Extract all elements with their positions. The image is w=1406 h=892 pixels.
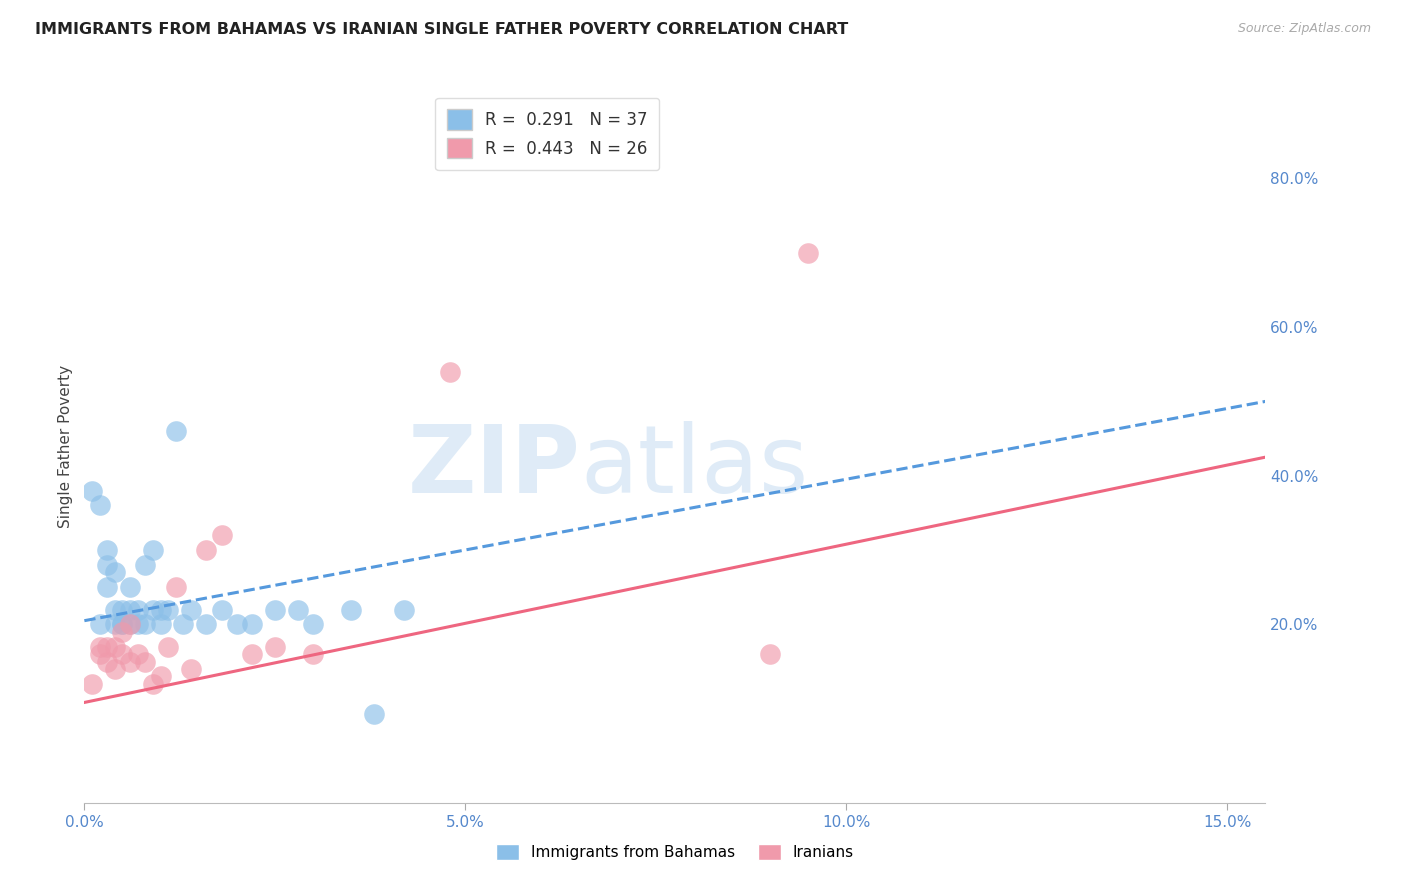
Point	[263, 602, 285, 616]
Point	[394, 602, 416, 616]
Point	[195, 617, 218, 632]
Point	[120, 617, 142, 632]
Point	[142, 602, 165, 616]
Point	[240, 617, 263, 632]
Point	[104, 662, 127, 676]
Point	[149, 602, 172, 616]
Point	[96, 580, 118, 594]
Point	[134, 558, 156, 572]
Point	[111, 617, 134, 632]
Point	[111, 624, 134, 639]
Point	[89, 499, 111, 513]
Point	[111, 647, 134, 661]
Point	[287, 602, 309, 616]
Point	[240, 647, 263, 661]
Point	[104, 640, 127, 654]
Point	[96, 543, 118, 558]
Point	[211, 602, 233, 616]
Point	[149, 669, 172, 683]
Point	[340, 602, 363, 616]
Text: atlas: atlas	[581, 421, 808, 514]
Point	[96, 640, 118, 654]
Point	[80, 677, 103, 691]
Point	[165, 580, 187, 594]
Point	[172, 617, 194, 632]
Point	[149, 617, 172, 632]
Point	[142, 677, 165, 691]
Point	[127, 617, 149, 632]
Point	[111, 617, 134, 632]
Point	[134, 655, 156, 669]
Point	[134, 617, 156, 632]
Point	[302, 617, 325, 632]
Point	[263, 640, 285, 654]
Point	[439, 365, 461, 379]
Point	[104, 602, 127, 616]
Point	[127, 647, 149, 661]
Point	[165, 424, 187, 438]
Point	[80, 483, 103, 498]
Point	[759, 647, 782, 661]
Point	[363, 706, 385, 721]
Point	[225, 617, 247, 632]
Point	[104, 617, 127, 632]
Point	[180, 602, 202, 616]
Point	[89, 647, 111, 661]
Point	[120, 655, 142, 669]
Text: ZIP: ZIP	[408, 421, 581, 514]
Point	[180, 662, 202, 676]
Point	[211, 528, 233, 542]
Text: Source: ZipAtlas.com: Source: ZipAtlas.com	[1237, 22, 1371, 36]
Point	[195, 543, 218, 558]
Point	[104, 566, 127, 580]
Text: IMMIGRANTS FROM BAHAMAS VS IRANIAN SINGLE FATHER POVERTY CORRELATION CHART: IMMIGRANTS FROM BAHAMAS VS IRANIAN SINGL…	[35, 22, 848, 37]
Point	[120, 602, 142, 616]
Point	[89, 640, 111, 654]
Point	[797, 245, 820, 260]
Point	[89, 617, 111, 632]
Point	[96, 558, 118, 572]
Legend: Immigrants from Bahamas, Iranians: Immigrants from Bahamas, Iranians	[489, 838, 860, 866]
Y-axis label: Single Father Poverty: Single Father Poverty	[58, 365, 73, 527]
Point	[157, 640, 180, 654]
Point	[142, 543, 165, 558]
Point	[96, 655, 118, 669]
Point	[302, 647, 325, 661]
Point	[127, 602, 149, 616]
Point	[120, 617, 142, 632]
Point	[120, 580, 142, 594]
Point	[157, 602, 180, 616]
Point	[111, 602, 134, 616]
